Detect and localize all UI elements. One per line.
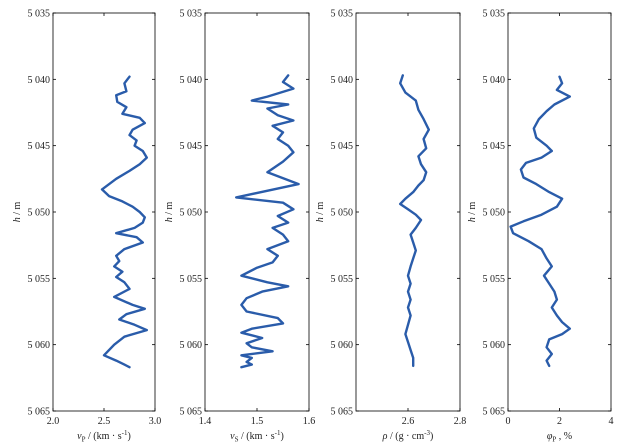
y-tick-label: 5 040 — [28, 75, 51, 86]
y-tick-label: 5 045 — [483, 141, 506, 152]
y-tick-label: 5 045 — [28, 141, 51, 152]
y-tick-label: 5 055 — [28, 274, 51, 285]
x-axis-label: φP , % — [547, 431, 572, 444]
y-axis-label: h / m — [315, 202, 326, 223]
y-tick-label: 5 050 — [180, 208, 203, 219]
log-curve-1 — [100, 75, 149, 369]
y-tick-label: 5 035 — [331, 9, 354, 20]
plot-frame — [507, 12, 612, 412]
y-tick-label: 5 060 — [331, 340, 354, 351]
y-tick-label: 5 050 — [483, 208, 506, 219]
x-tick-label: 2.6 — [402, 416, 415, 427]
y-tick-label: 5 055 — [483, 274, 506, 285]
y-tick-label: 5 065 — [331, 407, 354, 418]
x-axis-label: vP / (km · s-1) — [77, 429, 131, 444]
x-tick-label: 1.4 — [199, 416, 212, 427]
y-tick-label: 5 065 — [483, 407, 506, 418]
y-tick-label: 5 035 — [483, 9, 506, 20]
y-tick-label: 5 040 — [331, 75, 354, 86]
y-tick-label: 5 045 — [180, 141, 203, 152]
plot-frame — [355, 12, 461, 412]
y-axis-label: h / m — [164, 202, 175, 223]
y-tick-label: 5 065 — [180, 407, 203, 418]
log-curve-3 — [399, 74, 430, 368]
panel-3: 5 035 5 040 5 045 5 050 5 055 5 060 5 065 2.6 2.… — [315, 9, 466, 443]
x-tick-label: 0 — [506, 416, 511, 427]
y-axis-label: h / m — [12, 202, 23, 223]
y-tick-label: 5 065 — [28, 407, 51, 418]
y-tick-label: 5 055 — [331, 274, 354, 285]
x-tick-label: 4 — [609, 416, 614, 427]
y-tick-label: 5 040 — [483, 75, 506, 86]
y-tick-label: 5 040 — [180, 75, 203, 86]
y-tick-label: 5 045 — [331, 141, 354, 152]
x-tick-label: 2.5 — [98, 416, 111, 427]
x-tick-label: 2.8 — [454, 416, 467, 427]
y-tick-label: 5 060 — [483, 340, 506, 351]
x-tick-label: 2.0 — [47, 416, 60, 427]
x-axis-label: ρ / (g · cm-3) — [382, 429, 434, 442]
y-tick-label: 5 055 — [180, 274, 203, 285]
log-curve-2 — [234, 74, 300, 369]
plot-frame — [204, 12, 310, 412]
y-axis-label: h / m — [467, 202, 478, 223]
y-tick-label: 5 050 — [331, 208, 354, 219]
y-tick-label: 5 035 — [28, 9, 51, 20]
x-axis-label: vS / (km · s-1) — [230, 429, 284, 444]
y-tick-label: 5 050 — [28, 208, 51, 219]
x-tick-label: 3.0 — [149, 416, 162, 427]
y-tick-label: 5 060 — [28, 340, 51, 351]
log-curve-4 — [509, 75, 571, 368]
x-tick-label: 1.6 — [303, 416, 316, 427]
x-tick-label: 2 — [557, 416, 562, 427]
x-tick-label: 1.5 — [251, 416, 264, 427]
y-tick-label: 5 060 — [180, 340, 203, 351]
y-tick-label: 5 035 — [180, 9, 203, 20]
